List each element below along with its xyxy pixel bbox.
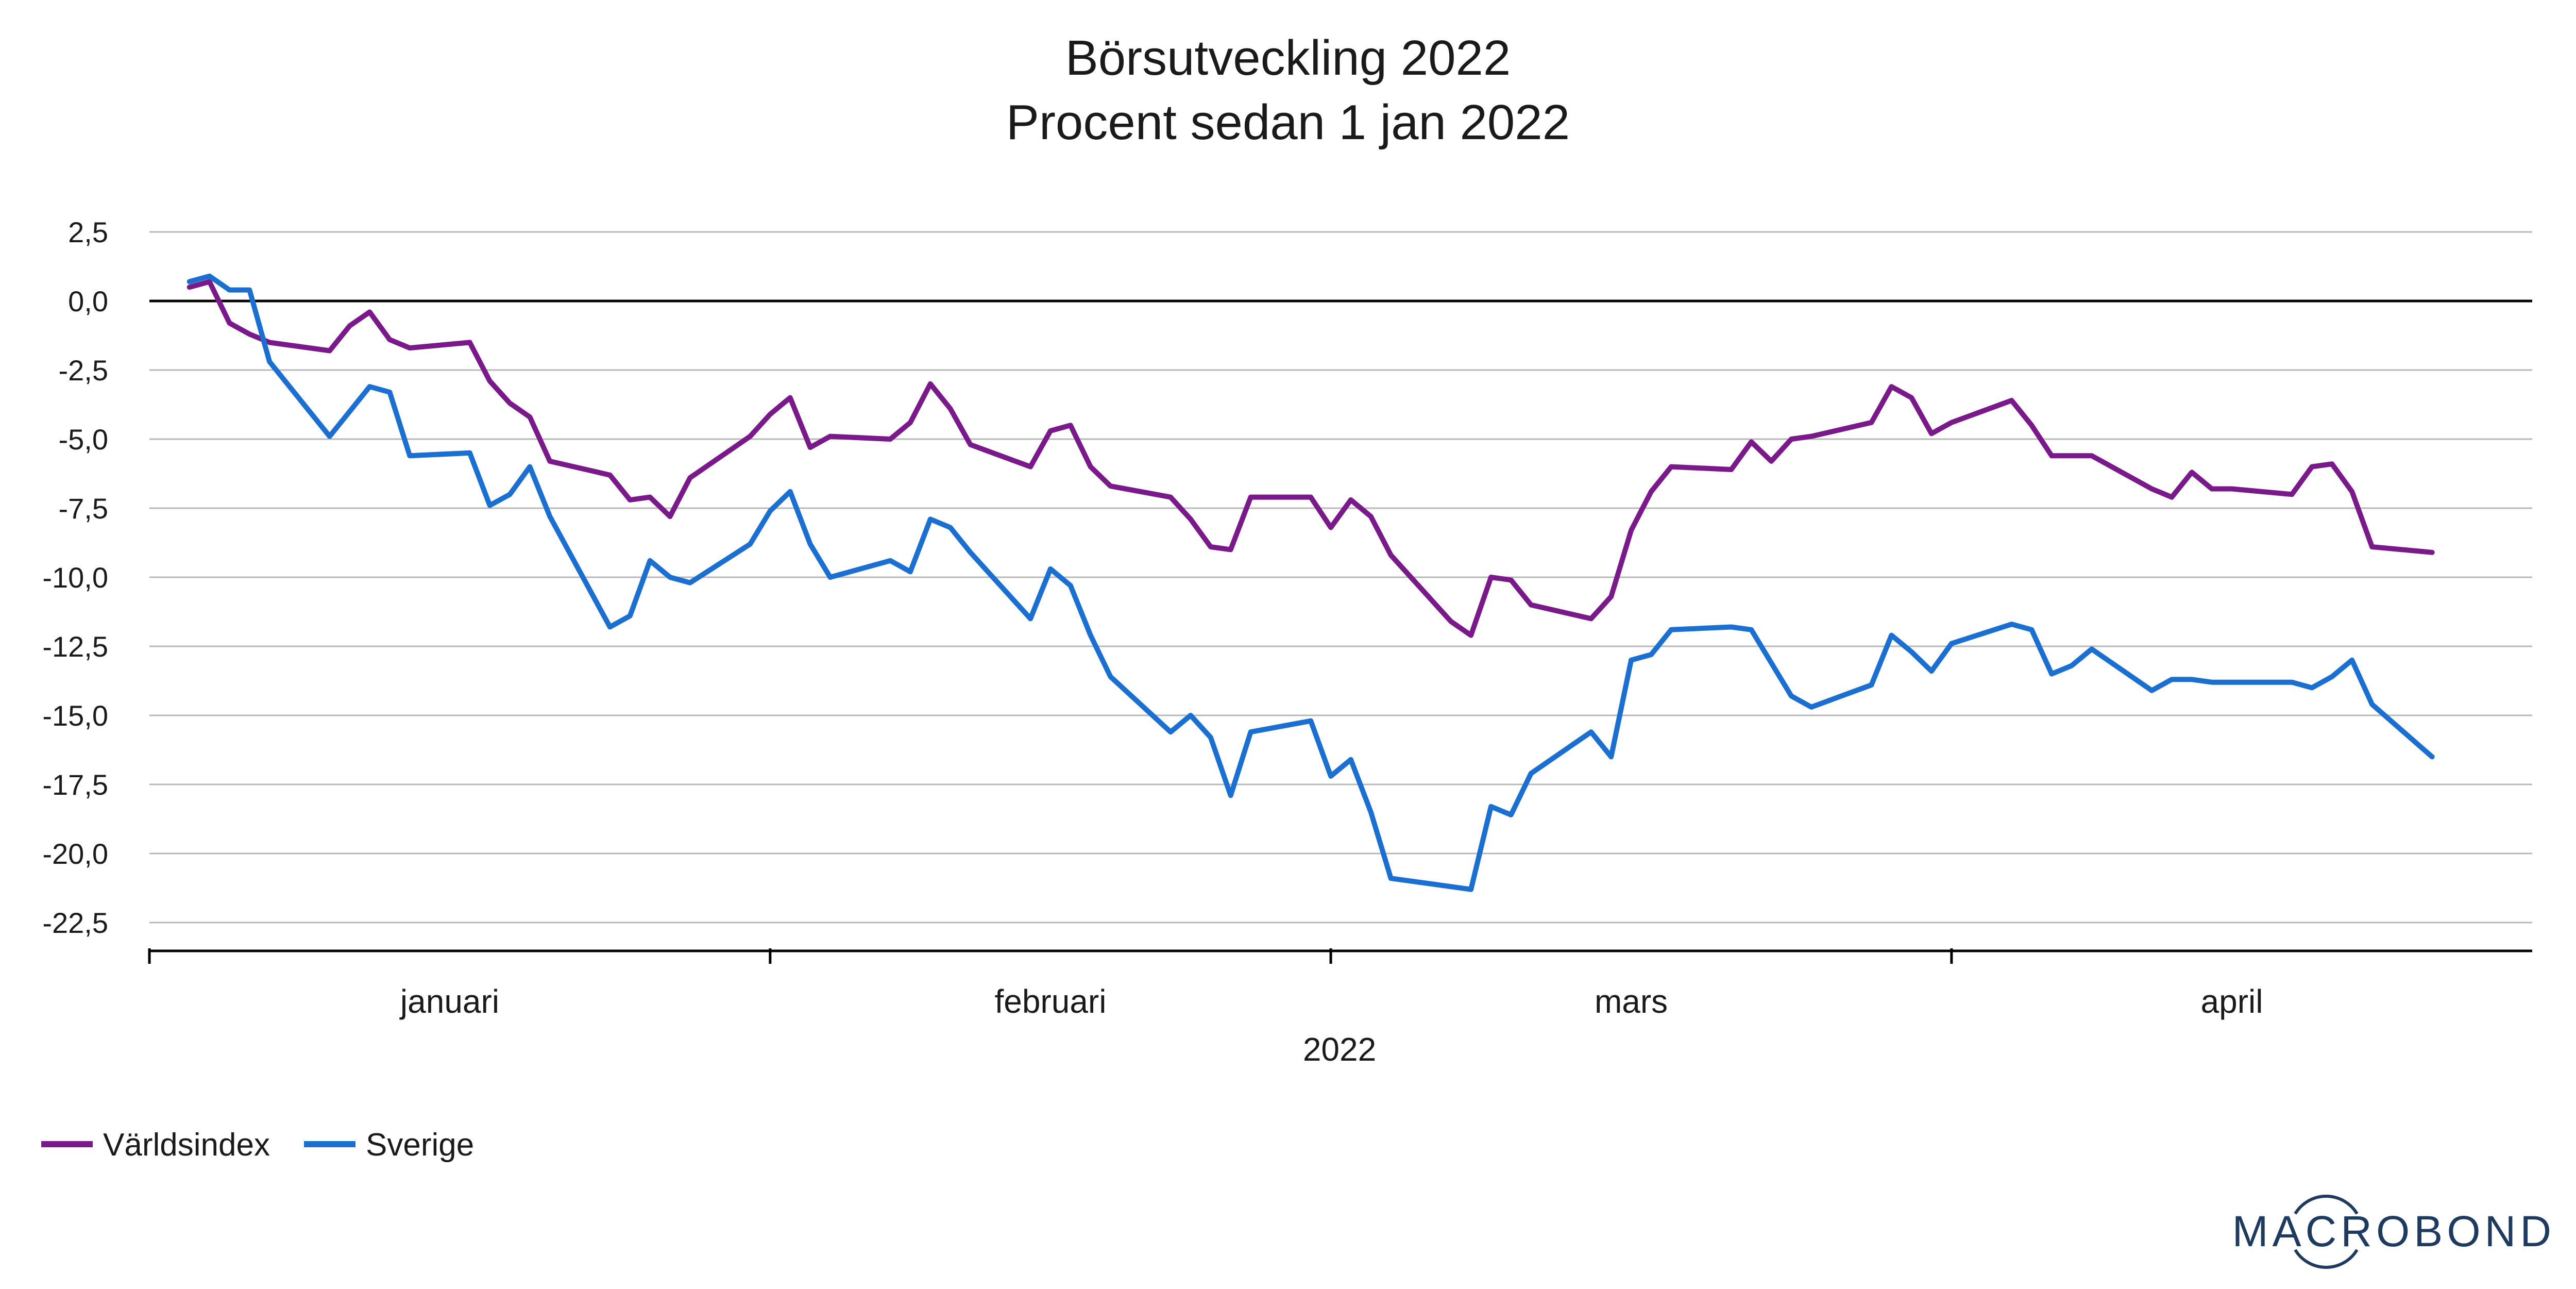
- macrobond-logo: MACROBOND: [2232, 1195, 2555, 1269]
- legend-label-sverige: Sverige: [366, 1127, 474, 1163]
- y-tick-label: -12,5: [42, 630, 108, 663]
- chart-title: Börsutveckling 2022: [1065, 30, 1511, 86]
- x-axis: januari februari mars april: [148, 948, 2532, 1020]
- series-line-sverige: [187, 273, 2435, 892]
- y-tick-label: 2,5: [68, 216, 108, 248]
- y-tick-label: -10,0: [42, 561, 108, 594]
- legend: Världsindex Sverige: [41, 1127, 474, 1163]
- series-line-varldsindex: [187, 279, 2435, 638]
- y-tick-label: -15,0: [42, 699, 108, 732]
- y-tick-label: -22,5: [42, 907, 108, 939]
- x-tick-label: april: [2201, 983, 2263, 1020]
- logo-arc-icon: [2294, 1195, 2359, 1215]
- legend-label-varldsindex: Världsindex: [103, 1127, 270, 1163]
- series-lines: [187, 273, 2435, 892]
- x-tick-label: januari: [399, 983, 499, 1020]
- grid: [149, 231, 2532, 924]
- y-axis-ticks: 2,5 0,0 -2,5 -5,0 -7,5 -10,0 -12,5 -15,0 -17,5 -2…: [42, 216, 108, 939]
- y-tick-label: -2,5: [59, 354, 109, 387]
- x-tick-label: februari: [994, 983, 1106, 1020]
- logo-text: MACROBOND: [2232, 1207, 2555, 1255]
- y-tick-label: -17,5: [42, 768, 108, 801]
- logo-arc-lower-icon: [2294, 1249, 2359, 1269]
- chart-subtitle: Procent sedan 1 jan 2022: [1006, 95, 1570, 150]
- y-tick-label: -20,0: [42, 838, 108, 870]
- y-tick-label: 0,0: [68, 285, 108, 317]
- y-tick-label: -5,0: [59, 423, 109, 456]
- x-axis-label: 2022: [1303, 1031, 1376, 1068]
- y-tick-label: -7,5: [59, 492, 109, 525]
- x-tick-label: mars: [1595, 983, 1668, 1020]
